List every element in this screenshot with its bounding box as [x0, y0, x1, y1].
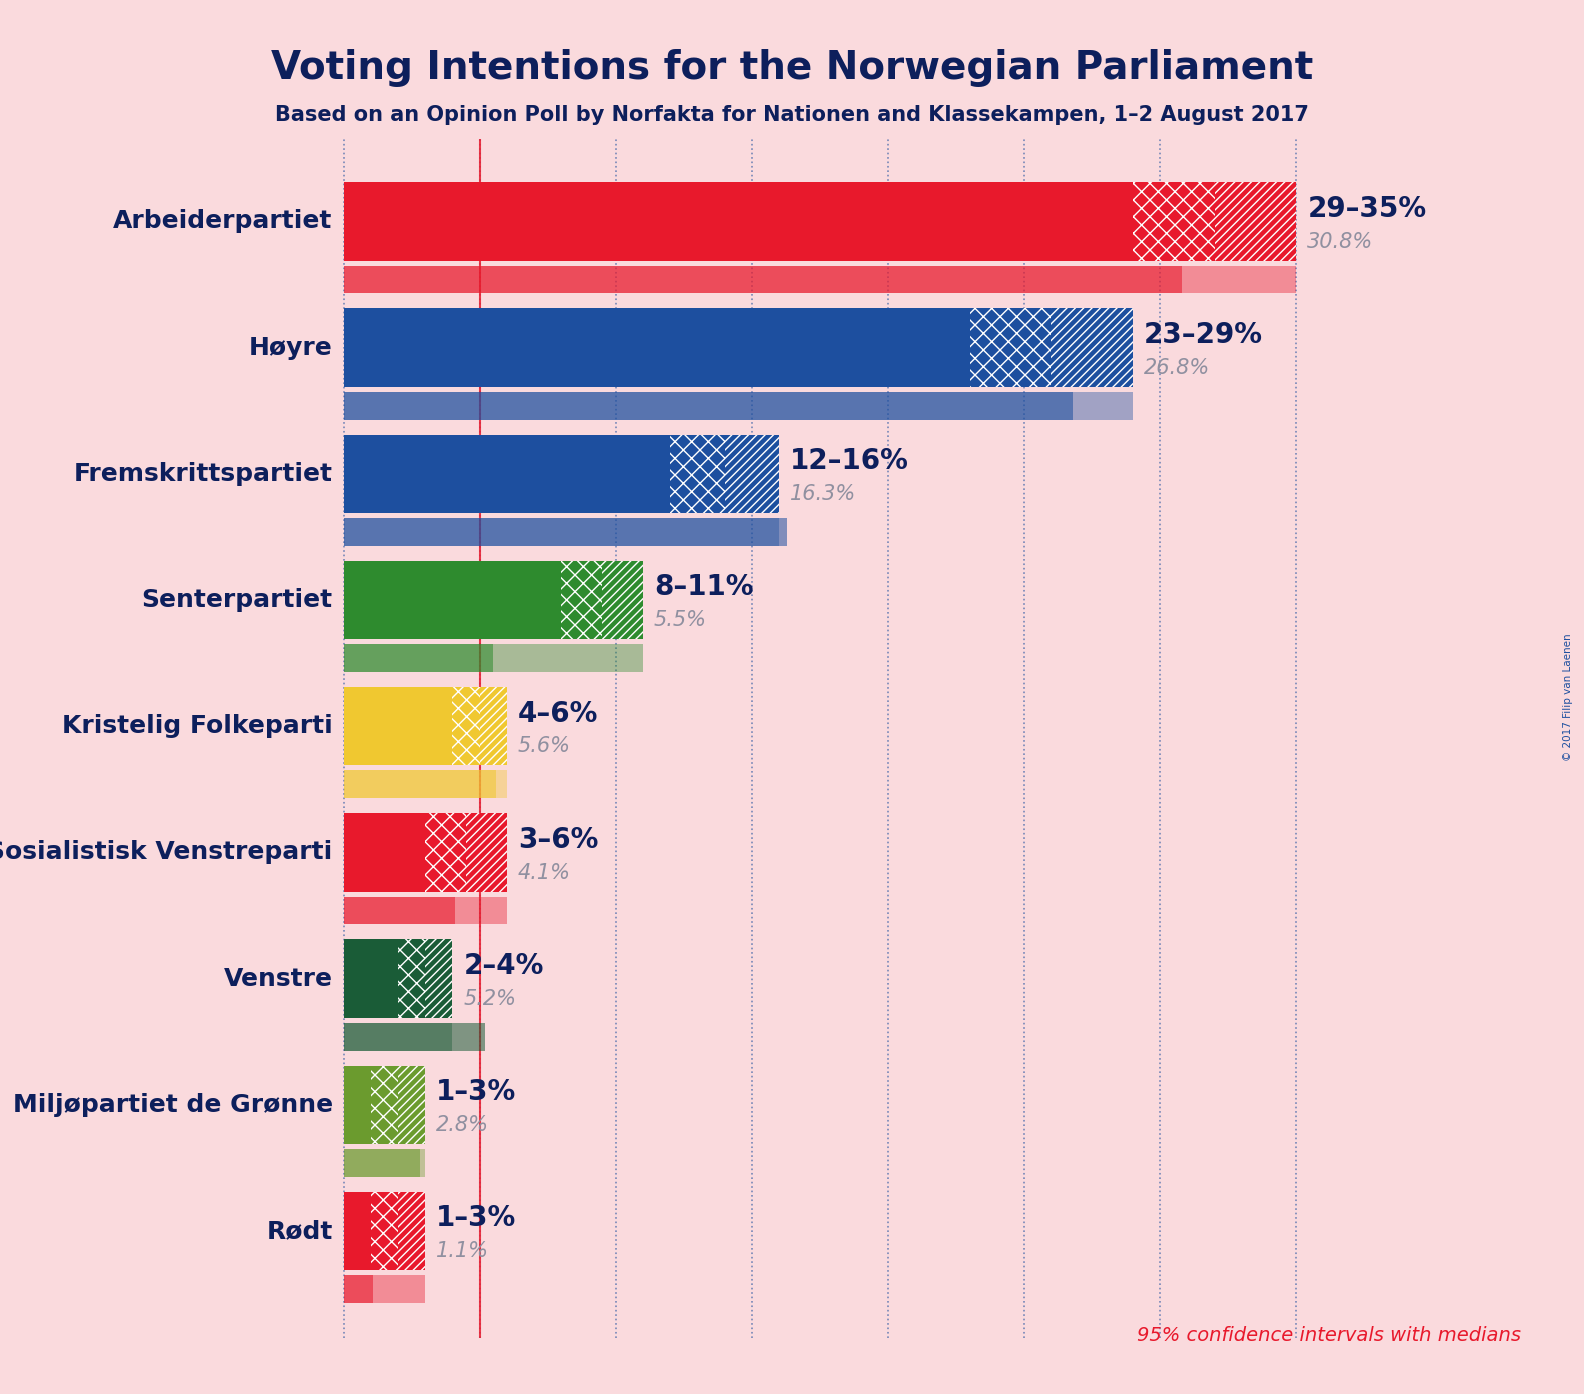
Bar	[398, 1065, 425, 1144]
Text: 29–35%: 29–35%	[1307, 195, 1427, 223]
Bar	[344, 392, 1133, 420]
Text: 23–29%: 23–29%	[1144, 321, 1262, 348]
Bar	[344, 1276, 374, 1303]
Text: 2–4%: 2–4%	[464, 952, 543, 980]
Bar	[725, 435, 779, 513]
Text: 16.3%: 16.3%	[790, 484, 857, 505]
Text: 3–6%: 3–6%	[518, 825, 599, 853]
Text: 1–3%: 1–3%	[436, 1204, 516, 1232]
Bar	[344, 183, 1133, 261]
Text: 26.8%: 26.8%	[1144, 358, 1210, 378]
Bar	[344, 940, 398, 1018]
Text: Kristelig Folkeparti: Kristelig Folkeparti	[62, 714, 333, 739]
Bar	[1133, 183, 1215, 261]
Bar	[453, 687, 480, 765]
Bar	[344, 771, 507, 799]
Bar	[466, 813, 507, 892]
Bar	[344, 266, 1296, 293]
Bar	[344, 560, 561, 638]
Bar	[344, 1065, 371, 1144]
Text: © 2017 Filip van Laenen: © 2017 Filip van Laenen	[1563, 633, 1573, 761]
Text: 5.2%: 5.2%	[464, 988, 516, 1009]
Bar	[344, 1192, 371, 1270]
Bar	[344, 1149, 420, 1177]
Text: 30.8%: 30.8%	[1307, 231, 1373, 251]
Bar	[344, 1276, 425, 1303]
Bar	[425, 813, 466, 892]
Bar	[344, 519, 787, 545]
Text: 1.1%: 1.1%	[436, 1241, 489, 1262]
Text: Sosialistisk Venstreparti: Sosialistisk Venstreparti	[0, 841, 333, 864]
Text: 5.6%: 5.6%	[518, 736, 570, 757]
Text: 1–3%: 1–3%	[436, 1078, 516, 1107]
Bar	[344, 813, 425, 892]
Text: 12–16%: 12–16%	[790, 447, 909, 475]
Bar	[344, 687, 453, 765]
Bar	[344, 308, 969, 386]
Text: 4–6%: 4–6%	[518, 700, 599, 728]
Bar	[344, 1149, 425, 1177]
Text: Miljøpartiet de Grønne: Miljøpartiet de Grønne	[13, 1093, 333, 1117]
Bar	[344, 896, 455, 924]
Text: 95% confidence intervals with medians: 95% confidence intervals with medians	[1137, 1326, 1521, 1345]
Bar	[425, 940, 453, 1018]
Text: Høyre: Høyre	[249, 336, 333, 360]
Bar	[344, 519, 779, 545]
Bar	[480, 687, 507, 765]
Bar	[969, 308, 1052, 386]
Text: Venstre: Venstre	[223, 966, 333, 991]
Text: Senterpartiet: Senterpartiet	[141, 588, 333, 612]
Text: 4.1%: 4.1%	[518, 863, 570, 882]
Bar	[371, 1192, 398, 1270]
Bar	[398, 1192, 425, 1270]
Bar	[344, 1023, 453, 1051]
Text: 5.5%: 5.5%	[654, 611, 706, 630]
Bar	[371, 1065, 398, 1144]
Bar	[344, 435, 670, 513]
Bar	[344, 392, 1074, 420]
Text: Based on an Opinion Poll by Norfakta for Nationen and Klassekampen, 1–2 August 2: Based on an Opinion Poll by Norfakta for…	[276, 105, 1308, 124]
Bar	[344, 1023, 485, 1051]
Bar	[344, 771, 496, 799]
Bar	[398, 940, 425, 1018]
Bar	[1052, 308, 1133, 386]
Bar	[344, 644, 643, 672]
Text: 2.8%: 2.8%	[436, 1115, 489, 1135]
Bar	[602, 560, 643, 638]
Bar	[344, 266, 1182, 293]
Text: Fremskrittspartiet: Fremskrittspartiet	[73, 461, 333, 487]
Bar	[561, 560, 602, 638]
Bar	[670, 435, 725, 513]
Bar	[344, 644, 493, 672]
Text: Arbeiderpartiet: Arbeiderpartiet	[114, 209, 333, 233]
Bar	[344, 896, 507, 924]
Text: 8–11%: 8–11%	[654, 573, 754, 601]
Bar	[1215, 183, 1296, 261]
Text: Voting Intentions for the Norwegian Parliament: Voting Intentions for the Norwegian Parl…	[271, 49, 1313, 86]
Text: Rødt: Rødt	[266, 1218, 333, 1243]
